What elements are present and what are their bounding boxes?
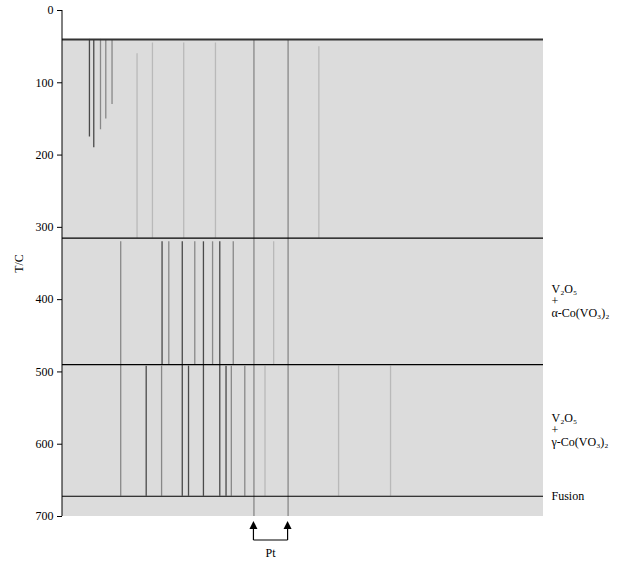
svg-text:V₂O₅+α-Co(VO₃)₂: V₂O₅+α-Co(VO₃)₂	[552, 282, 610, 320]
svg-text:600: 600	[36, 437, 54, 451]
svg-text:100: 100	[36, 76, 54, 90]
svg-text:Pt: Pt	[266, 546, 277, 560]
svg-text:700: 700	[36, 509, 54, 523]
svg-text:400: 400	[36, 292, 54, 306]
svg-text:T/C: T/C	[12, 254, 26, 273]
svg-text:0: 0	[48, 3, 54, 17]
svg-text:300: 300	[36, 220, 54, 234]
svg-text:V₂O₅+γ-Co(VO₃)₂: V₂O₅+γ-Co(VO₃)₂	[551, 411, 609, 449]
svg-text:200: 200	[36, 148, 54, 162]
svg-text:500: 500	[36, 365, 54, 379]
svg-text:Fusion: Fusion	[552, 489, 585, 503]
